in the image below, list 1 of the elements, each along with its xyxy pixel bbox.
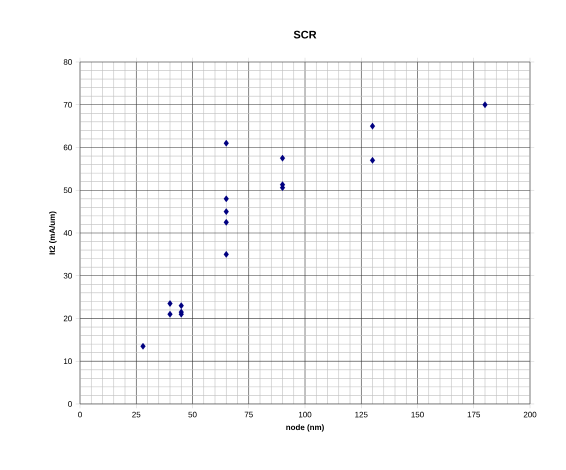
chart-title: SCR [294,30,316,38]
